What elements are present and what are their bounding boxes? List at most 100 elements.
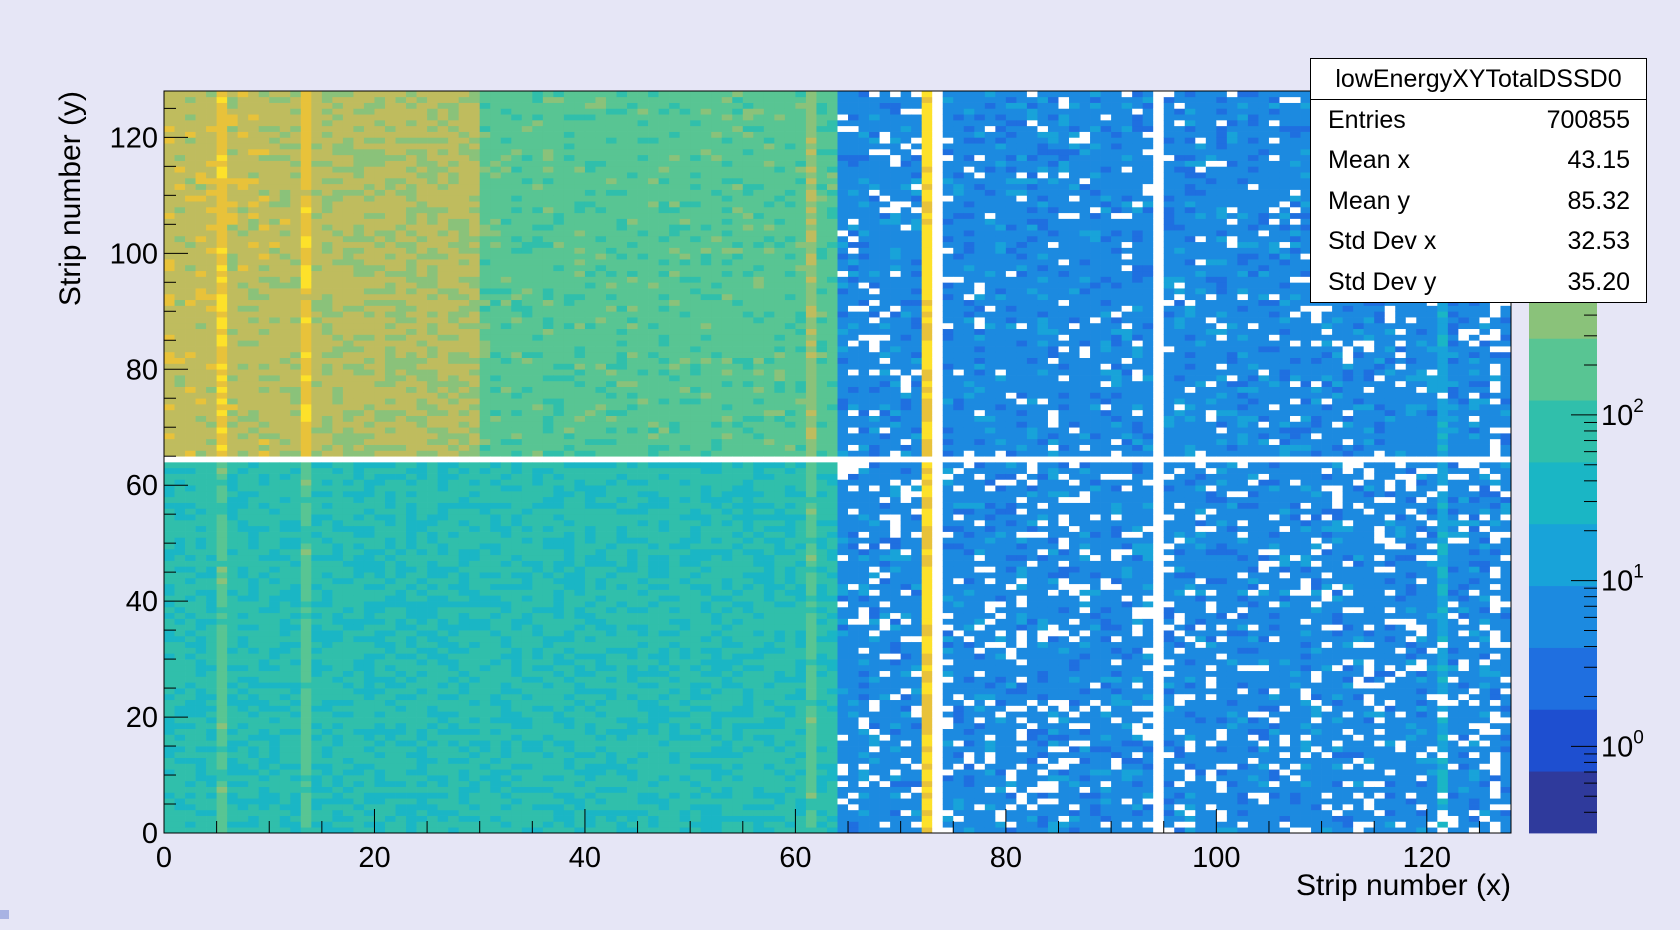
heat-cell [427,346,438,353]
heat-cell [321,438,333,445]
heat-cell [395,543,407,550]
heat-cell [342,183,354,190]
heat-cell [553,398,565,405]
heat-cell [427,270,438,277]
heat-cell [300,276,312,283]
heat-cell [363,699,375,706]
heat-cell [269,351,281,359]
heat-cell [521,235,533,243]
heat-cell [416,670,428,677]
heat-cell [237,386,249,393]
heat-cell [479,630,491,637]
heat-cell [248,195,260,202]
heat-cell [521,288,533,295]
heat-cell [437,346,449,353]
heat-cell [300,172,312,179]
heat-cell [258,212,270,219]
heat-cell [248,653,260,660]
heat-cell [374,670,386,677]
heat-cell [269,786,281,793]
heat-cell [469,166,481,173]
heat-cell [490,693,502,701]
heat-cell [521,276,533,283]
heat-cell [532,809,544,816]
heat-cell [237,108,249,115]
heat-cell [227,148,239,156]
heat-cell [363,693,375,701]
heat-cell [342,293,354,301]
heat-cell [479,543,491,550]
heat-cell [500,751,512,758]
heat-cell [416,693,428,701]
heat-cell [258,682,270,689]
heat-cell [384,757,396,764]
heat-cell [290,137,302,144]
heat-cell [427,490,438,498]
heat-cell [227,722,239,730]
heat-cell [227,346,239,353]
heat-cell [174,705,186,712]
heat-cell [563,664,575,672]
heat-cell [206,293,217,301]
heat-cell [479,433,491,440]
heat-cell [227,160,239,167]
heat-cell [416,577,428,585]
heat-cell [437,647,449,654]
heat-cell [342,195,354,202]
heat-cell [448,206,459,214]
heat-cell [490,734,502,741]
heat-cell [521,821,533,828]
heat-cell [521,346,533,353]
heat-cell [164,96,175,103]
heat-cell [469,577,481,585]
heat-cell [258,467,270,474]
heat-cell [237,496,249,503]
heat-cell [406,815,417,822]
heat-cell [269,560,281,567]
heat-cell [563,560,575,567]
heat-cell [311,299,323,306]
heat-cell [553,351,565,359]
heat-cell [342,166,354,173]
heat-cell [174,479,186,486]
heat-cell [216,224,228,231]
heat-cell [269,438,281,445]
heat-cell [490,444,502,451]
heat-cell [248,415,260,422]
heat-cell [332,537,344,544]
heat-cell [342,206,354,214]
heat-cell [332,247,344,254]
heat-cell [195,96,207,103]
heat-cell [479,346,491,353]
heat-cell [479,809,491,816]
heat-cell [164,143,175,150]
heat-cell [311,682,323,689]
heat-cell [479,479,491,486]
heat-cell [164,479,175,486]
heat-cell [269,421,281,428]
heat-cell [500,340,512,347]
heat-cell [406,444,417,451]
heat-cell [374,351,386,359]
heat-cell [269,728,281,735]
heat-cell [542,183,554,190]
heat-cell [437,427,449,434]
heat-cell [384,143,396,150]
heat-cell [532,253,544,260]
heat-cell [374,502,386,509]
heat-cell [395,125,407,132]
heat-cell [353,299,365,306]
heat-cell [300,143,312,150]
heat-cell [427,288,438,295]
heat-cell [311,392,323,399]
heat-cell [164,757,175,764]
heat-cell [164,148,175,156]
heat-cell [500,682,512,689]
heat-cell [416,595,428,602]
heat-cell [237,218,249,225]
heat-cell [269,769,281,776]
heat-cell [164,630,175,637]
heat-cell [553,270,565,277]
heat-cell [374,282,386,289]
heat-cell [332,427,344,434]
